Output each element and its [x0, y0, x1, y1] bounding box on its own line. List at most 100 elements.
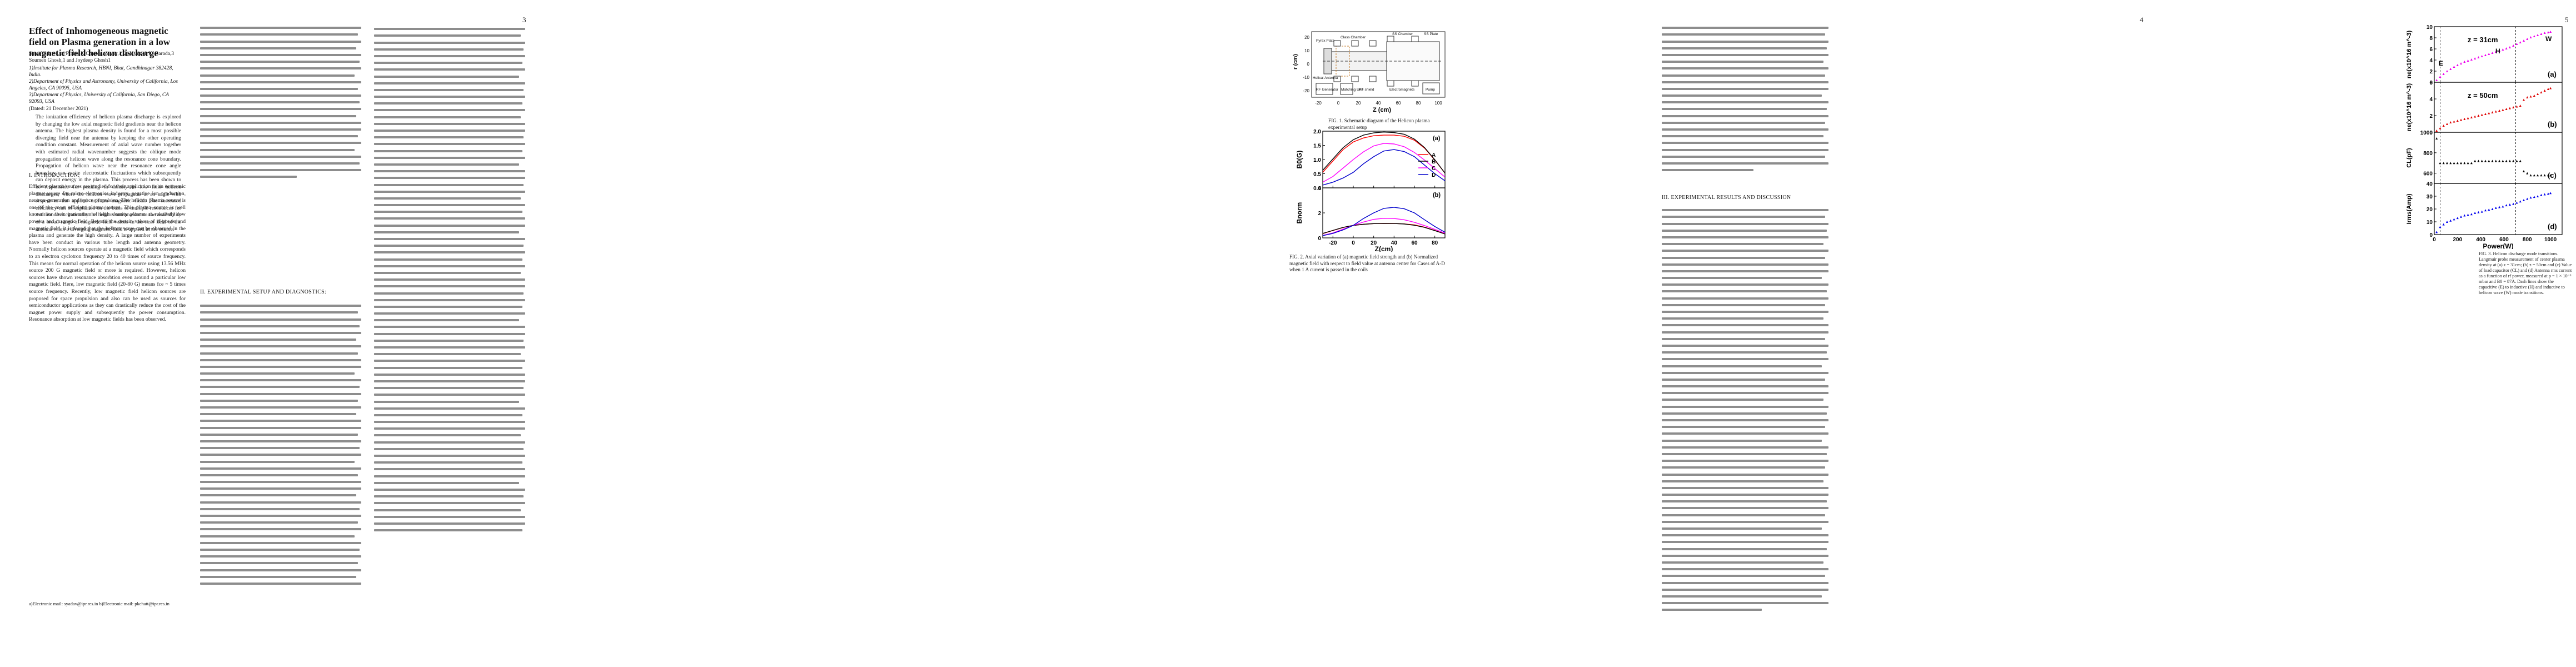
ytick-label: 4	[1318, 186, 1321, 192]
ytick-label: 2	[1318, 211, 1321, 217]
y-axis-label: Irms(Amp)	[2406, 193, 2413, 224]
schematic-xtick: 0	[1337, 101, 1340, 106]
data-point	[2498, 160, 2501, 162]
data-point	[2526, 197, 2529, 200]
data-point	[2467, 59, 2469, 62]
ytick-label: 0	[2429, 232, 2433, 238]
data-point	[2446, 162, 2448, 165]
schematic-ytick: 0	[1307, 62, 1310, 67]
data-point	[2498, 206, 2501, 208]
data-point	[2446, 221, 2448, 223]
ytick-label: 0.0	[1313, 186, 1321, 192]
ytick-label: 0.5	[1313, 172, 1321, 178]
xtick-label: 200	[2453, 237, 2462, 243]
section-results: III. EXPERIMENTAL RESULTS AND DISCUSSION	[1662, 195, 1791, 201]
data-point	[2470, 58, 2473, 61]
data-point	[2477, 115, 2480, 117]
data-point	[2523, 98, 2525, 101]
data-point	[2543, 32, 2546, 34]
fig3-panel-b: 0 2 4 6 (b) ne(x10^16 m^-3) z = 50cm	[2406, 80, 2563, 136]
series-line-C	[1322, 217, 1446, 236]
xtick-label: 0	[1352, 240, 1355, 246]
authors: Sonu Yadav,1, a) Pralay K Chattopadhyay,…	[29, 51, 175, 63]
panel-label: (c)	[2548, 171, 2557, 180]
schematic-xtick: 20	[1356, 101, 1361, 106]
pump-box	[1422, 82, 1440, 94]
schematic-xlabel: Z (cm)	[1373, 107, 1391, 113]
matching-unit-box	[1340, 83, 1353, 95]
schematic-xtick: -20	[1315, 101, 1322, 106]
data-point	[2547, 192, 2549, 195]
data-point	[2435, 130, 2438, 132]
data-point	[2515, 105, 2518, 108]
schematic-xtick: 60	[1396, 101, 1401, 106]
xtick-label: 600	[2499, 237, 2509, 243]
label-pyrex: Pyrex Plate	[1316, 39, 1335, 43]
xtick-label: 20	[1371, 240, 1377, 246]
data-point	[2435, 231, 2438, 233]
legend-label-C: C	[1432, 166, 1436, 172]
data-point	[2533, 94, 2535, 97]
label-rf-shield: RF shield	[1359, 88, 1374, 92]
ytick-label: 30	[2426, 194, 2433, 200]
fig3-panel-a: 0 2 4 6 8 10 (a) ne(x10^16 m^-3) z = 31cm E H W	[2406, 24, 2563, 86]
data-point	[2502, 160, 2504, 162]
data-point	[2439, 76, 2442, 78]
data-point	[2491, 208, 2494, 210]
data-point	[2460, 215, 2463, 218]
data-point	[2547, 174, 2549, 177]
data-point	[2484, 54, 2487, 56]
ytick-label: 0	[2429, 80, 2433, 86]
page-number: 3	[522, 16, 526, 24]
series-line-D	[1322, 149, 1446, 186]
panel-frame	[2434, 132, 2563, 184]
ytick-label: 4	[2429, 97, 2433, 103]
data-point	[2449, 68, 2452, 70]
data-point	[2480, 113, 2483, 116]
label-magnets: Electromagnets	[1389, 88, 1415, 92]
data-point	[2480, 210, 2483, 213]
text-block-1	[200, 22, 361, 183]
data-point	[2543, 193, 2546, 196]
legend-label-D: D	[1432, 172, 1436, 178]
data-point	[2537, 34, 2539, 36]
data-point	[2494, 206, 2497, 209]
data-point	[2533, 196, 2535, 198]
data-point	[2505, 108, 2508, 110]
text-block-3	[374, 23, 525, 536]
data-point	[2435, 79, 2438, 81]
data-point	[2442, 73, 2445, 75]
y-axis-label: ne(x10^16 m^-3)	[2406, 83, 2413, 132]
data-point	[2526, 96, 2529, 98]
ytick-label: 8	[2429, 36, 2433, 42]
ytick-label: 800	[2423, 151, 2433, 157]
data-point	[2442, 223, 2445, 226]
data-point	[2529, 196, 2532, 199]
data-point	[2467, 213, 2469, 216]
data-point	[2502, 48, 2504, 51]
data-point	[2439, 162, 2442, 165]
data-point	[2453, 66, 2455, 68]
data-point	[2453, 120, 2455, 123]
series-line-A	[1322, 223, 1446, 235]
panel-label: (a)	[2548, 70, 2557, 78]
xtick-label: 60	[1411, 240, 1418, 246]
data-point	[2474, 115, 2477, 118]
fig3-chart: 0 2 4 6 8 10 (a) ne(x10^16 m^-3) z = 31cm E H W 0 2 4 6…	[2406, 24, 2563, 249]
ytick-label: 20	[2426, 207, 2433, 213]
y-axis-label: ne(x10^16 m^-3)	[2406, 31, 2413, 79]
fig1-caption: FIG. 1. Schematic diagram of the Helicon…	[1328, 118, 1430, 130]
data-point	[2453, 162, 2455, 165]
date-line: (Dated: 21 December 2021)	[29, 106, 88, 112]
data-point	[2515, 201, 2518, 204]
data-point	[2439, 226, 2442, 228]
data-point	[2547, 31, 2549, 33]
fig2-panel-b: 0 2 4 -20 0 20 40 60 80 (b) Bnorm Z(cm)	[1296, 186, 1446, 252]
data-point	[2463, 214, 2466, 217]
label-matching: Matching Unit	[1341, 88, 1363, 92]
data-point	[2456, 162, 2459, 165]
data-point	[2470, 162, 2473, 165]
schematic-xtick: 80	[1416, 101, 1421, 106]
